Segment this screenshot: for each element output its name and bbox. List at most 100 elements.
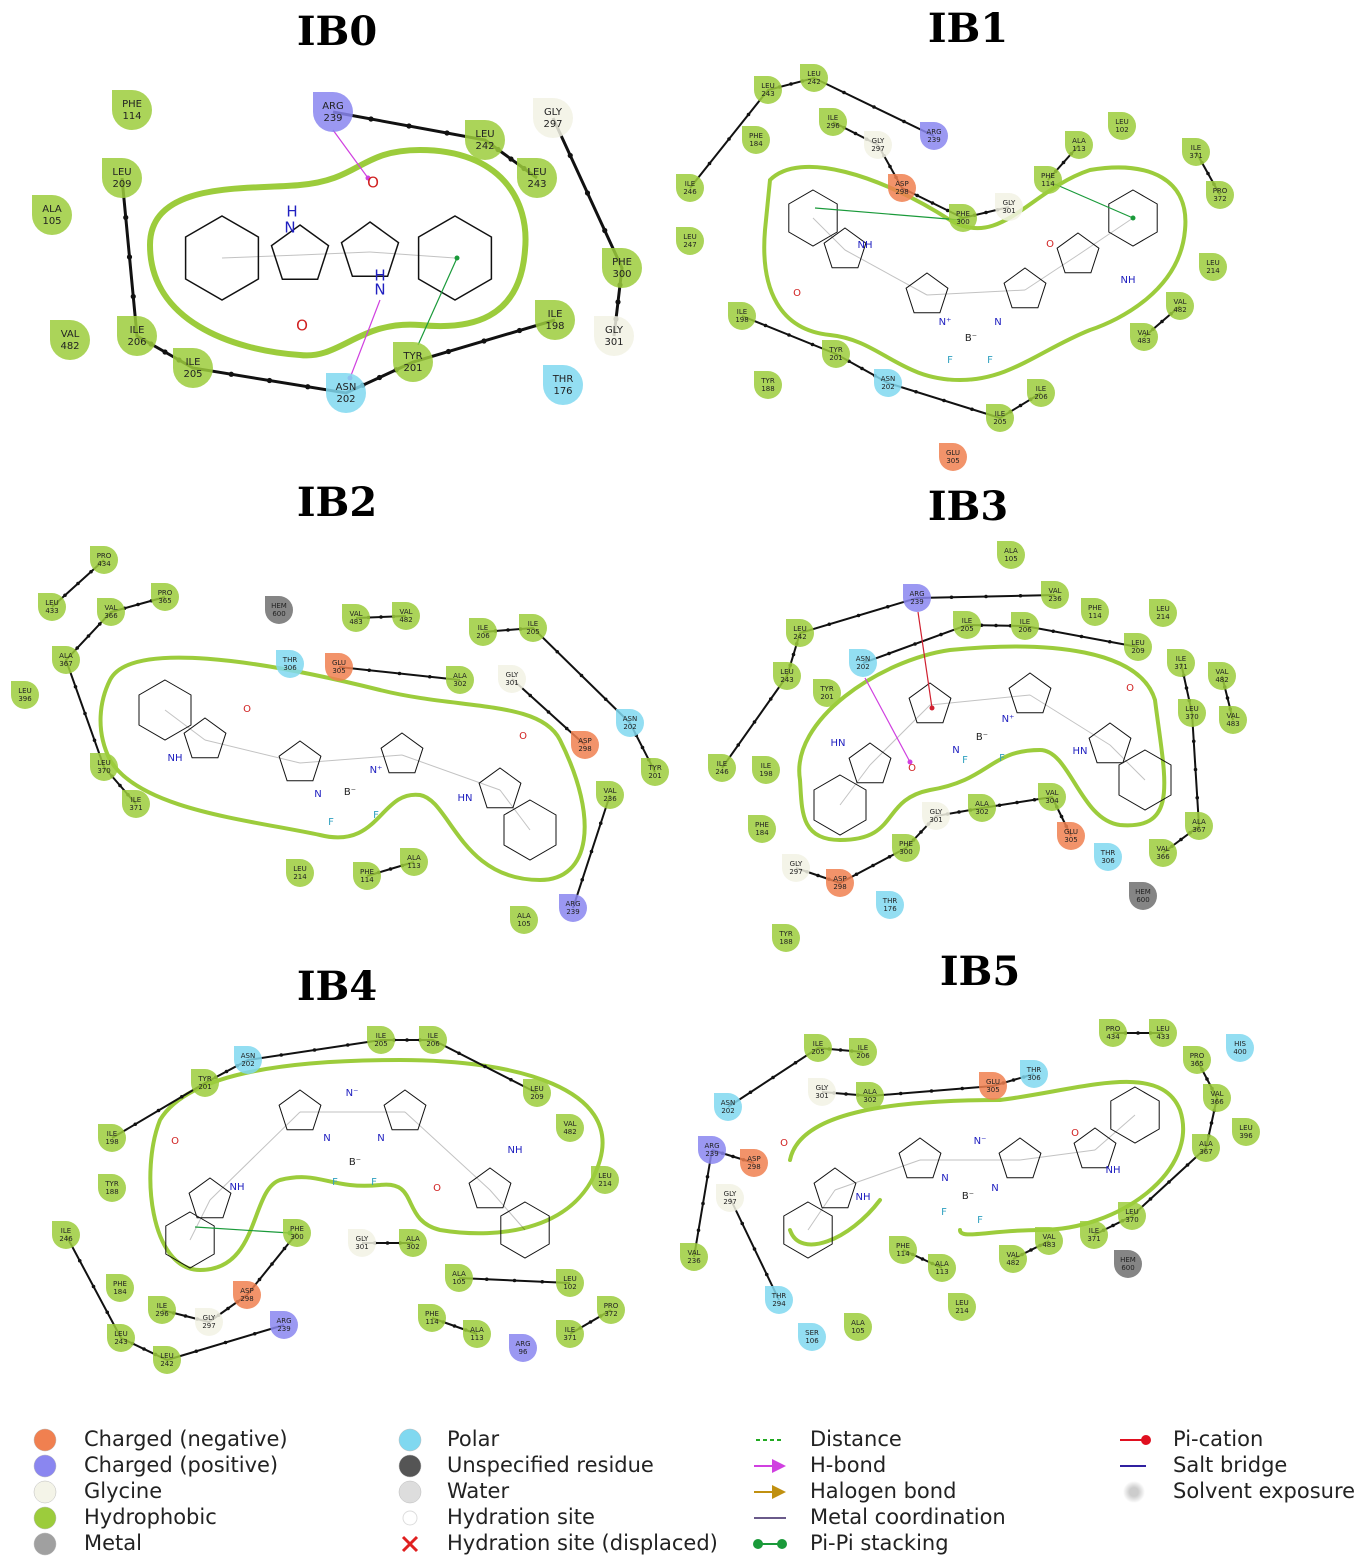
ligand-ring [1074,1128,1116,1168]
residue-name: LEU [1115,118,1128,126]
residue-name: LEU [45,599,58,607]
residue-number: 297 [723,1198,736,1206]
residue-number: 239 [927,136,940,144]
chain-dot [697,1228,701,1232]
legend-label: Unspecified residue [447,1453,654,1477]
atom-label: O [908,763,916,774]
residue: ILE205 [953,611,981,639]
atom-label: B⁻ [965,333,977,344]
residue: ILE198 [752,756,780,784]
chain-dot [787,333,791,337]
residue-name: ALA [935,1260,949,1268]
residue-number: 243 [527,179,546,190]
residue: ILE206 [469,618,497,646]
chain-dot [457,1051,461,1055]
residue-number: 239 [910,598,923,606]
backbone-chain [112,1040,537,1138]
residue-name: LEU [563,1275,576,1283]
diagrams: IB0HNOONHPHE114LEU209ALA105VAL482ILE206I… [11,5,1355,1555]
residue-name: GLY [605,325,624,336]
residue-name: GLY [724,1190,737,1198]
legend-swatch [34,1455,56,1477]
ligand-bond [300,755,402,763]
atom-label: N⁺ [370,765,383,776]
legend-swatch [399,1481,421,1503]
ligand-ring [342,222,399,276]
chain-dot [792,653,796,657]
atom-label: N [284,219,295,237]
ligand-bond [300,252,370,255]
panel-title: IB1 [928,5,1008,52]
residue-number: 242 [160,1360,173,1368]
residue: ILE205 [519,614,547,642]
ligand-bond [210,1112,300,1200]
chain-dot [258,1278,262,1282]
chain-dot [568,153,573,158]
residue-number: 301 [1002,207,1015,215]
chain-dot [386,1241,390,1245]
residue-number: 482 [1173,306,1186,314]
residue: ILE206 [849,1038,877,1066]
residue: ASP298 [826,869,854,897]
legend-label: Pi-cation [1173,1427,1263,1451]
legend-swatch [34,1533,56,1555]
chain-dot [970,407,974,411]
chain-dot [1060,815,1064,819]
atom-label: HN [831,738,846,749]
residue-name: PHE [1041,172,1055,180]
chain-dot [485,1277,489,1281]
chain-dot [528,694,532,698]
chain-dot [984,595,988,599]
interaction [418,258,457,345]
residue-number: 372 [604,1310,617,1318]
residue: LEU214 [948,1293,976,1321]
atom-label: F [941,1207,947,1218]
chain-dot [1192,739,1196,743]
residue-number: 305 [1064,836,1077,844]
residue: ARG239 [920,122,948,150]
chain-dot [827,622,831,626]
atom-label: O [296,317,308,335]
residue: VAL304 [1038,783,1066,811]
residue-number: 176 [883,905,897,913]
residue: LEU214 [591,1166,619,1194]
residue: THR176 [876,891,904,919]
residue-name: GLY [203,1314,216,1322]
residue: LEU247 [676,227,704,255]
residue-number: 202 [881,383,894,391]
residue-number: 242 [793,633,806,641]
residue-number: 300 [290,1233,303,1241]
atom-label: F [332,1177,338,1188]
residue-name: ALA [59,652,73,660]
residue-name: GLY [356,1235,369,1243]
residue-name: THR [282,656,298,664]
residue: LEU209 [523,1079,551,1107]
backbone-chain [722,595,1055,768]
chain-dot [270,1262,274,1266]
residue-number: 105 [452,1278,465,1286]
residue-name: ALA [406,1235,420,1243]
atom-label: N [994,317,1001,328]
residue-name: ASP [833,875,846,883]
ligand-ring [479,768,521,808]
residue: ALA302 [446,666,474,694]
chain-dot [899,1092,903,1096]
residue-marker [173,348,213,388]
residue-number: 296 [155,1310,169,1318]
residue-name: ILE [186,357,201,368]
legend-label: Hydration site [447,1505,595,1529]
residue-number: 198 [105,1138,118,1146]
residue: VAL236 [1041,581,1069,609]
residue-number: 297 [202,1322,215,1330]
residue-name: TYR [819,685,834,693]
residue-name: TYR [760,377,775,385]
chain-dot [123,215,128,220]
residue: GLU305 [325,653,353,681]
residue-number: 239 [705,1150,718,1158]
residue: LEU214 [1149,599,1177,627]
residue-number: 302 [453,680,466,688]
residue-name: VAL [1137,329,1150,337]
residue: GLU305 [979,1072,1007,1100]
panel-title: IB0 [297,8,377,55]
